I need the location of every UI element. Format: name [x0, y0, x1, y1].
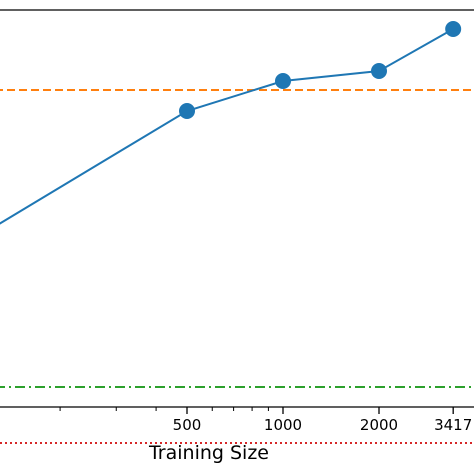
x-tick-label: 1000 [264, 416, 302, 434]
x-tick-label: 500 [173, 416, 202, 434]
reference-lines [0, 89, 474, 444]
data-point [371, 63, 387, 79]
x-axis-label: Training Size [148, 442, 269, 464]
x-tick-label: 2000 [360, 416, 398, 434]
data-point [179, 103, 195, 119]
x-tick-label: 3417 [434, 416, 472, 434]
x-ticks: 500 1000 2000 3417 [59, 407, 472, 434]
data-point [275, 73, 291, 89]
series-group [0, 21, 462, 225]
series-line [0, 28, 454, 225]
data-point [445, 21, 462, 37]
axes [0, 9, 474, 408]
